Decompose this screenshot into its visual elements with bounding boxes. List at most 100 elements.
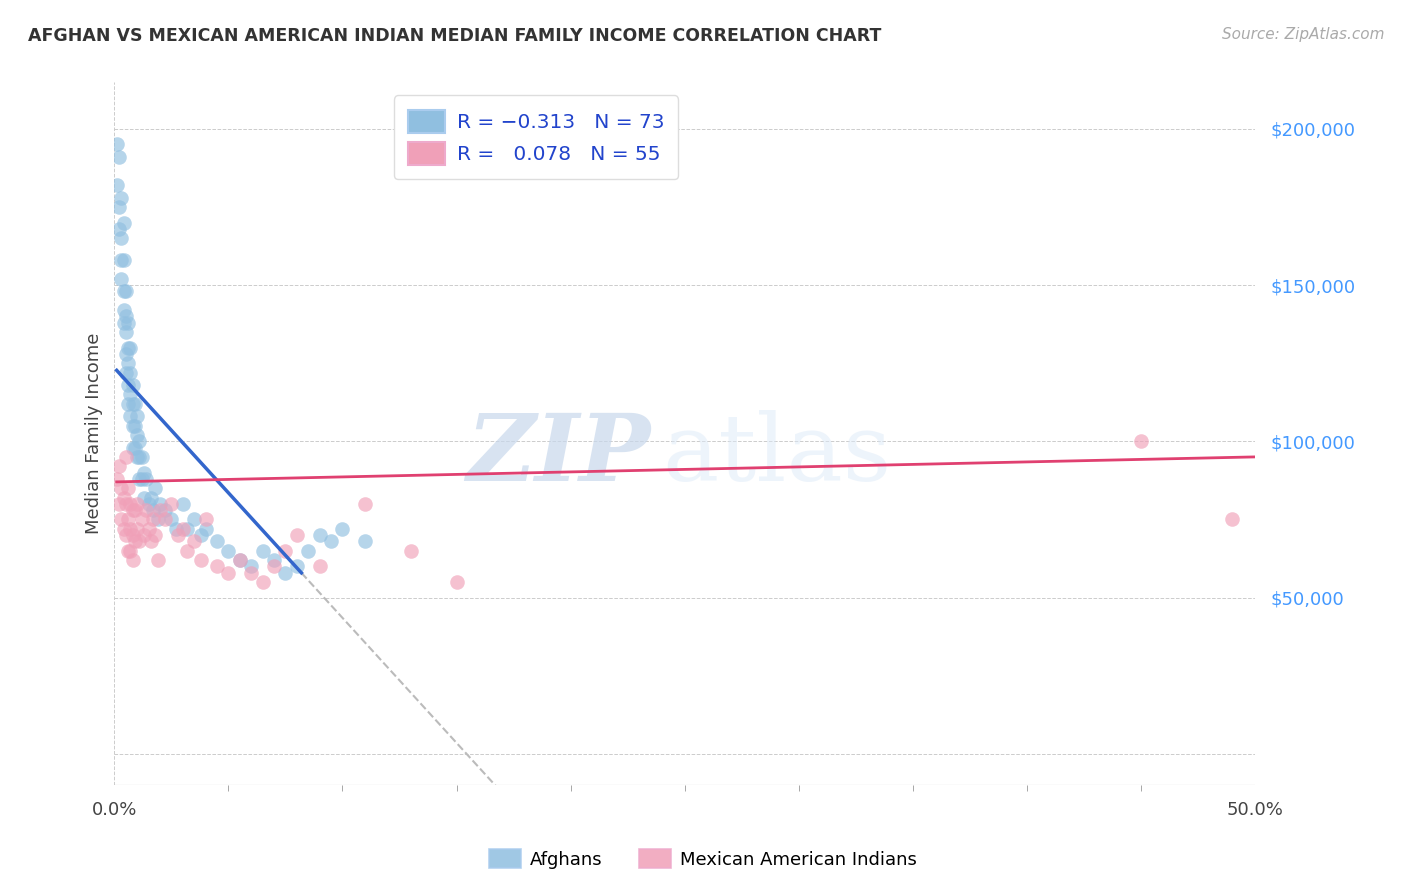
Point (153, 503, 176, 517)
Point (110, 253, 132, 268)
Point (165, 522, 187, 536)
Point (399, 543, 422, 558)
Point (142, 512, 165, 526)
Text: ZIP: ZIP (467, 409, 651, 500)
Point (145, 528, 167, 542)
Point (117, 543, 139, 558)
Point (110, 272, 132, 286)
Point (112, 522, 135, 536)
Point (240, 566, 263, 580)
Point (190, 553, 212, 567)
Point (117, 341, 139, 355)
Point (117, 397, 139, 411)
Point (114, 497, 136, 511)
Point (285, 559, 308, 574)
Point (124, 534, 146, 549)
Point (263, 559, 285, 574)
Point (121, 397, 143, 411)
Point (354, 497, 377, 511)
Point (114, 366, 136, 380)
Point (127, 450, 149, 464)
Legend: R = −0.313   N = 73, R =   0.078   N = 55: R = −0.313 N = 73, R = 0.078 N = 55 (394, 95, 678, 179)
Point (252, 574, 274, 589)
Text: atlas: atlas (662, 409, 891, 500)
Point (120, 341, 142, 355)
Point (128, 434, 150, 449)
Point (138, 522, 160, 536)
Point (274, 543, 297, 558)
Point (205, 559, 228, 574)
Point (124, 441, 146, 455)
Point (138, 497, 160, 511)
Point (112, 285, 135, 299)
Point (114, 450, 136, 464)
Point (217, 566, 239, 580)
Point (172, 497, 194, 511)
Point (110, 190, 132, 204)
Point (240, 559, 263, 574)
Point (108, 497, 131, 511)
Point (167, 528, 190, 542)
Point (120, 387, 142, 401)
Point (135, 472, 157, 486)
Point (112, 303, 135, 318)
Point (128, 450, 150, 464)
Point (183, 534, 205, 549)
Point (124, 418, 146, 433)
Point (120, 543, 142, 558)
Point (121, 441, 143, 455)
Point (205, 534, 228, 549)
Point (110, 231, 132, 245)
Point (120, 522, 142, 536)
Point (153, 512, 176, 526)
Point (114, 347, 136, 361)
Point (105, 472, 128, 486)
Point (121, 503, 143, 517)
Point (117, 316, 139, 330)
Point (127, 497, 149, 511)
Point (252, 543, 274, 558)
Point (128, 472, 150, 486)
Point (108, 221, 131, 235)
Point (112, 215, 135, 229)
Point (139, 491, 162, 505)
Point (112, 491, 135, 505)
Point (319, 534, 342, 549)
Point (263, 553, 285, 567)
Point (105, 178, 128, 192)
Point (117, 481, 139, 495)
Point (121, 528, 143, 542)
Point (332, 522, 354, 536)
Point (160, 512, 183, 526)
Point (112, 253, 135, 268)
Point (142, 503, 165, 517)
Point (114, 285, 136, 299)
Point (121, 378, 143, 392)
Point (127, 428, 149, 442)
Point (194, 522, 217, 536)
Point (132, 466, 155, 480)
Point (121, 553, 143, 567)
Point (297, 543, 319, 558)
Point (229, 553, 252, 567)
Point (124, 503, 146, 517)
Point (285, 528, 308, 542)
Point (105, 137, 128, 152)
Point (446, 574, 468, 589)
Point (1220, 512, 1243, 526)
Point (274, 566, 297, 580)
Point (217, 543, 239, 558)
Point (124, 397, 146, 411)
Point (183, 512, 205, 526)
Point (114, 325, 136, 339)
Text: AFGHAN VS MEXICAN AMERICAN INDIAN MEDIAN FAMILY INCOME CORRELATION CHART: AFGHAN VS MEXICAN AMERICAN INDIAN MEDIAN… (28, 27, 882, 45)
Point (112, 316, 135, 330)
Point (172, 522, 194, 536)
Point (128, 534, 150, 549)
Point (120, 366, 142, 380)
Point (229, 553, 252, 567)
Point (146, 553, 169, 567)
Point (190, 528, 212, 542)
Point (132, 491, 155, 505)
Legend: Afghans, Mexican American Indians: Afghans, Mexican American Indians (481, 842, 925, 876)
